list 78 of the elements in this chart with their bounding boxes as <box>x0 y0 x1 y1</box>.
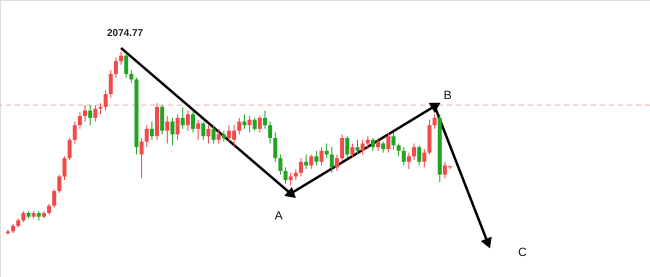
candlestick <box>262 110 267 130</box>
candlestick <box>62 156 66 181</box>
candlestick <box>370 138 375 152</box>
candlestick <box>16 218 20 228</box>
candlestick <box>108 70 113 98</box>
candlestick <box>196 119 200 140</box>
candlestick <box>144 124 149 148</box>
candlestick <box>294 168 298 181</box>
candlestick <box>402 146 406 166</box>
candlestick <box>201 121 206 140</box>
candlestick <box>334 154 339 172</box>
candlestick <box>170 117 174 146</box>
candlestick <box>242 114 246 130</box>
candlestick <box>216 128 221 144</box>
candlestick <box>47 203 52 216</box>
candlestick <box>392 132 396 150</box>
candlestick <box>83 104 88 122</box>
candlestick <box>304 154 308 170</box>
candlestick <box>412 143 416 160</box>
candlestick <box>186 110 190 132</box>
candlestick <box>360 139 365 155</box>
candlestick <box>140 138 144 179</box>
candlestick <box>176 114 180 140</box>
annotation: A <box>274 208 283 223</box>
candlestick <box>320 146 324 166</box>
candlestick <box>284 166 288 184</box>
candlestick <box>278 154 282 176</box>
candlestick <box>258 116 262 134</box>
candlestick <box>57 174 62 194</box>
candlestick <box>366 136 370 150</box>
candlestick <box>406 152 411 170</box>
candlestick <box>381 141 386 154</box>
candlestick <box>68 138 72 160</box>
candlestick <box>248 116 252 134</box>
candlestick <box>104 90 108 112</box>
candlestick <box>36 210 41 221</box>
candlestick <box>345 136 350 159</box>
candlestick <box>119 52 124 66</box>
candlestick <box>396 143 401 157</box>
candlestick <box>52 188 56 208</box>
candlestick <box>191 110 196 134</box>
candlestick <box>330 146 334 174</box>
candlestick <box>376 138 380 152</box>
text: C <box>518 245 528 259</box>
candlestick <box>212 124 216 144</box>
candlestick <box>129 70 134 84</box>
candlestick <box>237 117 242 135</box>
candlestick <box>72 121 77 144</box>
candlestick <box>298 158 303 177</box>
candlestick <box>11 224 16 234</box>
candlestick <box>78 112 82 130</box>
candlestick <box>180 106 185 130</box>
candlestick <box>206 124 210 144</box>
candlestick <box>268 121 272 144</box>
candlestick <box>288 172 293 186</box>
candlestick <box>124 53 128 78</box>
candlestick <box>422 148 426 168</box>
candlestick <box>340 134 344 162</box>
candlestick <box>21 210 26 223</box>
candlestick <box>432 114 437 130</box>
candlestick <box>160 104 164 135</box>
annotation: B <box>444 88 452 102</box>
candlestick <box>350 143 354 159</box>
candlestick <box>252 117 257 132</box>
candlestick <box>417 144 422 166</box>
candlestick <box>324 143 329 159</box>
candlestick <box>314 150 318 166</box>
candlestick <box>386 132 390 154</box>
candlestick <box>150 121 154 140</box>
candlestick <box>309 154 314 170</box>
candlestick <box>356 139 360 155</box>
candlestick <box>273 132 278 162</box>
candlestick <box>165 116 170 144</box>
candlestick <box>222 130 226 142</box>
annotation: 2074.77 <box>106 28 144 39</box>
candlestick <box>114 56 118 78</box>
candlestick <box>93 104 98 122</box>
candlestick <box>88 104 92 126</box>
